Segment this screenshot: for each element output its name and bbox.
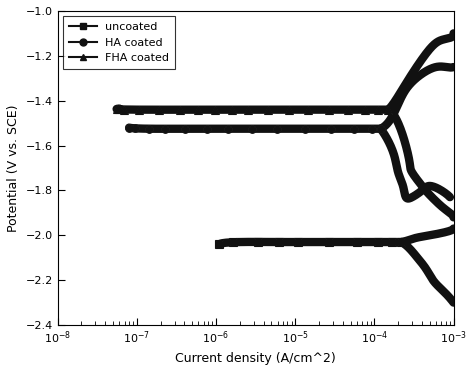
Legend: uncoated, HA coated, FHA coated: uncoated, HA coated, FHA coated (63, 16, 175, 69)
X-axis label: Current density (A/cm^2): Current density (A/cm^2) (175, 352, 336, 365)
Y-axis label: Potential (V vs. SCE): Potential (V vs. SCE) (7, 104, 20, 232)
